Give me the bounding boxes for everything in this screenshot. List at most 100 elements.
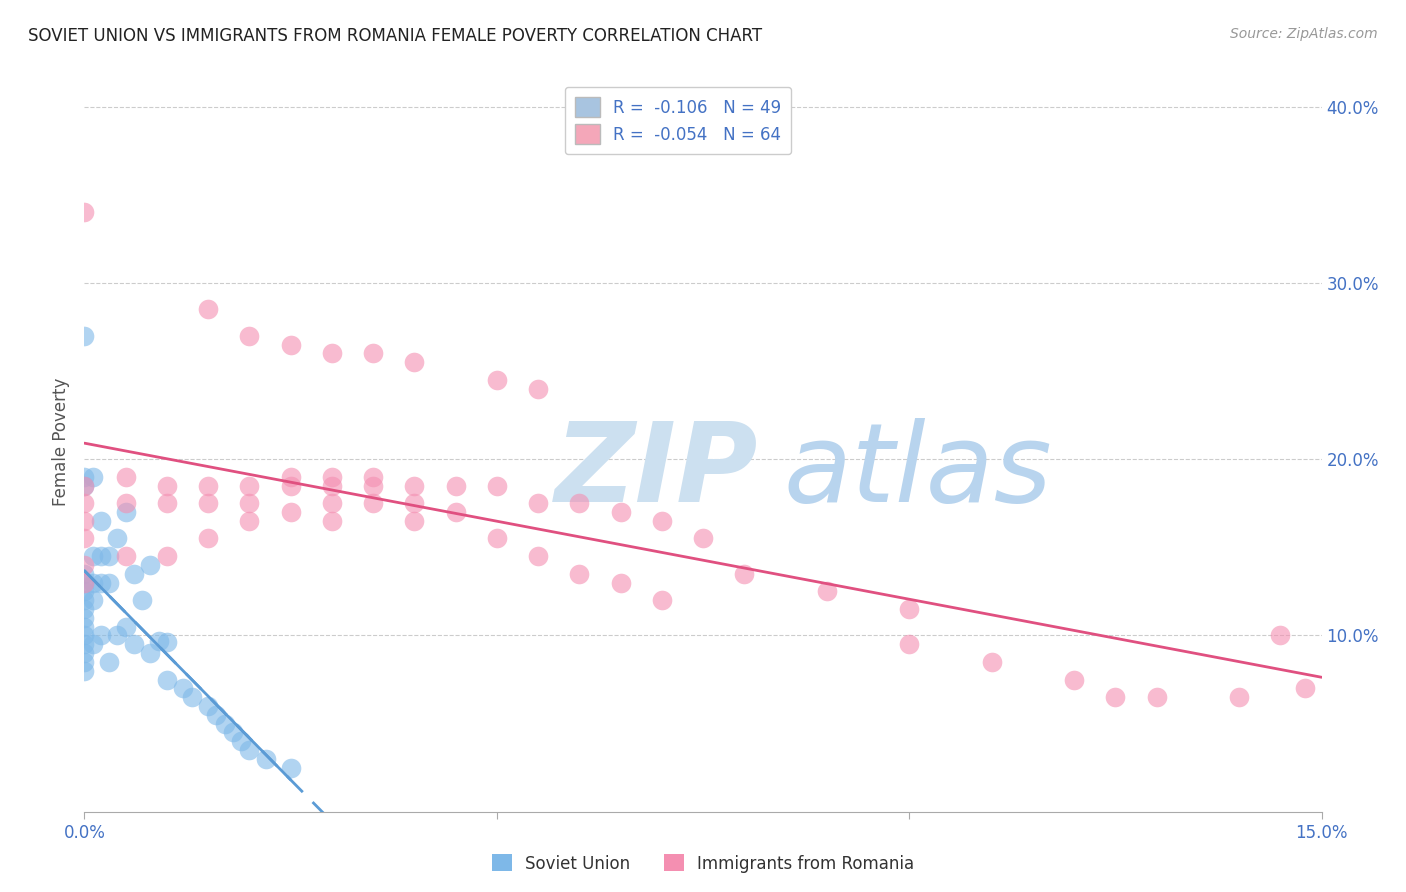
Soviet Union	[73, 566, 96, 581]
Immigrants from Romania	[197, 302, 219, 317]
Soviet Union	[172, 681, 194, 696]
Soviet Union	[114, 505, 136, 519]
Immigrants from Romania	[568, 566, 591, 581]
Immigrants from Romania	[1227, 690, 1250, 705]
Soviet Union	[82, 593, 104, 607]
Y-axis label: Female Poverty: Female Poverty	[52, 377, 70, 506]
Immigrants from Romania	[321, 514, 343, 528]
Soviet Union	[73, 637, 96, 651]
Soviet Union	[90, 575, 112, 590]
Soviet Union	[280, 761, 302, 775]
Immigrants from Romania	[404, 496, 426, 510]
Immigrants from Romania	[361, 346, 384, 360]
Soviet Union	[205, 707, 228, 722]
Immigrants from Romania	[1270, 628, 1292, 642]
Soviet Union	[73, 584, 96, 599]
Soviet Union	[139, 646, 162, 660]
Soviet Union	[73, 628, 96, 642]
Soviet Union	[105, 532, 128, 546]
Immigrants from Romania	[898, 602, 921, 616]
Text: atlas: atlas	[783, 417, 1052, 524]
Soviet Union	[90, 549, 112, 563]
Immigrants from Romania	[404, 355, 426, 369]
Immigrants from Romania	[114, 496, 136, 510]
Soviet Union	[98, 549, 121, 563]
Soviet Union	[105, 628, 128, 642]
Immigrants from Romania	[527, 549, 550, 563]
Soviet Union	[82, 637, 104, 651]
Soviet Union	[238, 743, 260, 757]
Soviet Union	[122, 566, 145, 581]
Soviet Union	[73, 575, 96, 590]
Immigrants from Romania	[1063, 673, 1085, 687]
Soviet Union	[73, 593, 96, 607]
Soviet Union	[197, 698, 219, 713]
Soviet Union	[156, 673, 179, 687]
Soviet Union	[98, 655, 121, 669]
Immigrants from Romania	[73, 478, 96, 492]
Immigrants from Romania	[692, 532, 714, 546]
Immigrants from Romania	[733, 566, 755, 581]
Immigrants from Romania	[651, 514, 673, 528]
Soviet Union	[82, 470, 104, 484]
Immigrants from Romania	[280, 470, 302, 484]
Soviet Union	[148, 633, 170, 648]
Immigrants from Romania	[609, 505, 631, 519]
Soviet Union	[73, 619, 96, 633]
Soviet Union	[214, 716, 236, 731]
Immigrants from Romania	[238, 328, 260, 343]
Soviet Union	[73, 470, 96, 484]
Immigrants from Romania	[485, 478, 508, 492]
Immigrants from Romania	[321, 478, 343, 492]
Soviet Union	[156, 635, 179, 649]
Immigrants from Romania	[527, 496, 550, 510]
Soviet Union	[180, 690, 202, 705]
Immigrants from Romania	[114, 470, 136, 484]
Soviet Union	[139, 558, 162, 572]
Immigrants from Romania	[114, 549, 136, 563]
Immigrants from Romania	[404, 478, 426, 492]
Soviet Union	[73, 655, 96, 669]
Immigrants from Romania	[73, 532, 96, 546]
Soviet Union	[73, 478, 96, 492]
Immigrants from Romania	[444, 478, 467, 492]
Immigrants from Romania	[485, 373, 508, 387]
Immigrants from Romania	[898, 637, 921, 651]
Immigrants from Romania	[404, 514, 426, 528]
Immigrants from Romania	[568, 496, 591, 510]
Legend: Soviet Union, Immigrants from Romania: Soviet Union, Immigrants from Romania	[485, 847, 921, 880]
Soviet Union	[73, 328, 96, 343]
Text: Source: ZipAtlas.com: Source: ZipAtlas.com	[1230, 27, 1378, 41]
Immigrants from Romania	[280, 478, 302, 492]
Immigrants from Romania	[238, 514, 260, 528]
Immigrants from Romania	[280, 505, 302, 519]
Immigrants from Romania	[73, 575, 96, 590]
Immigrants from Romania	[485, 532, 508, 546]
Immigrants from Romania	[361, 496, 384, 510]
Soviet Union	[114, 619, 136, 633]
Soviet Union	[98, 575, 121, 590]
Immigrants from Romania	[321, 470, 343, 484]
Soviet Union	[90, 514, 112, 528]
Immigrants from Romania	[321, 496, 343, 510]
Immigrants from Romania	[156, 478, 179, 492]
Immigrants from Romania	[444, 505, 467, 519]
Text: SOVIET UNION VS IMMIGRANTS FROM ROMANIA FEMALE POVERTY CORRELATION CHART: SOVIET UNION VS IMMIGRANTS FROM ROMANIA …	[28, 27, 762, 45]
Soviet Union	[82, 575, 104, 590]
Immigrants from Romania	[197, 496, 219, 510]
Immigrants from Romania	[197, 532, 219, 546]
Immigrants from Romania	[609, 575, 631, 590]
Soviet Union	[229, 734, 252, 748]
Soviet Union	[222, 725, 245, 739]
Soviet Union	[73, 646, 96, 660]
Soviet Union	[82, 549, 104, 563]
Legend: R =  -0.106   N = 49, R =  -0.054   N = 64: R = -0.106 N = 49, R = -0.054 N = 64	[565, 87, 792, 154]
Immigrants from Romania	[980, 655, 1002, 669]
Immigrants from Romania	[73, 558, 96, 572]
Immigrants from Romania	[815, 584, 838, 599]
Soviet Union	[73, 664, 96, 678]
Soviet Union	[122, 637, 145, 651]
Immigrants from Romania	[73, 205, 96, 219]
Immigrants from Romania	[156, 549, 179, 563]
Immigrants from Romania	[156, 496, 179, 510]
